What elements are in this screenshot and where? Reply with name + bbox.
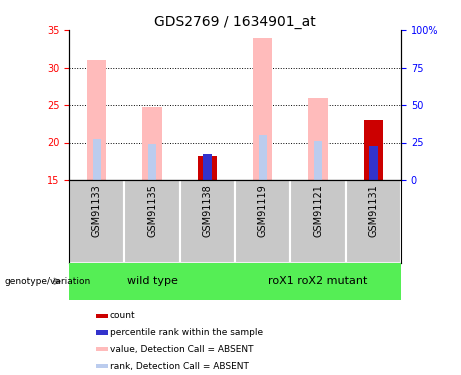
Bar [259,135,267,180]
FancyBboxPatch shape [290,180,346,262]
Text: genotype/variation: genotype/variation [5,277,91,286]
Bar [203,154,212,180]
FancyBboxPatch shape [69,180,124,262]
Bar [364,120,383,180]
Text: GSM91131: GSM91131 [368,184,378,237]
Text: GSM91135: GSM91135 [147,184,157,237]
Bar [148,144,156,180]
Bar [142,107,162,180]
Text: GSM91119: GSM91119 [258,184,268,237]
Text: GSM91121: GSM91121 [313,184,323,237]
Text: GSM91138: GSM91138 [202,184,213,237]
Text: percentile rank within the sample: percentile rank within the sample [110,328,263,337]
Bar [369,146,378,180]
FancyBboxPatch shape [346,180,401,262]
Bar [96,330,108,334]
Text: wild type: wild type [127,276,177,286]
Bar [69,262,235,300]
Bar [308,98,328,180]
Bar [235,262,401,300]
Bar [93,139,101,180]
Bar [96,364,108,368]
Title: GDS2769 / 1634901_at: GDS2769 / 1634901_at [154,15,316,29]
FancyBboxPatch shape [124,180,180,262]
Bar [314,141,322,180]
Bar [96,314,108,318]
Text: value, Detection Call = ABSENT: value, Detection Call = ABSENT [110,345,253,354]
Bar [87,60,106,180]
FancyBboxPatch shape [180,180,235,262]
Bar [96,347,108,351]
Bar [198,156,217,180]
Text: roX1 roX2 mutant: roX1 roX2 mutant [268,276,368,286]
Text: GSM91133: GSM91133 [92,184,102,237]
Bar [253,38,272,180]
Text: rank, Detection Call = ABSENT: rank, Detection Call = ABSENT [110,362,248,371]
Text: count: count [110,311,135,320]
FancyBboxPatch shape [235,180,290,262]
